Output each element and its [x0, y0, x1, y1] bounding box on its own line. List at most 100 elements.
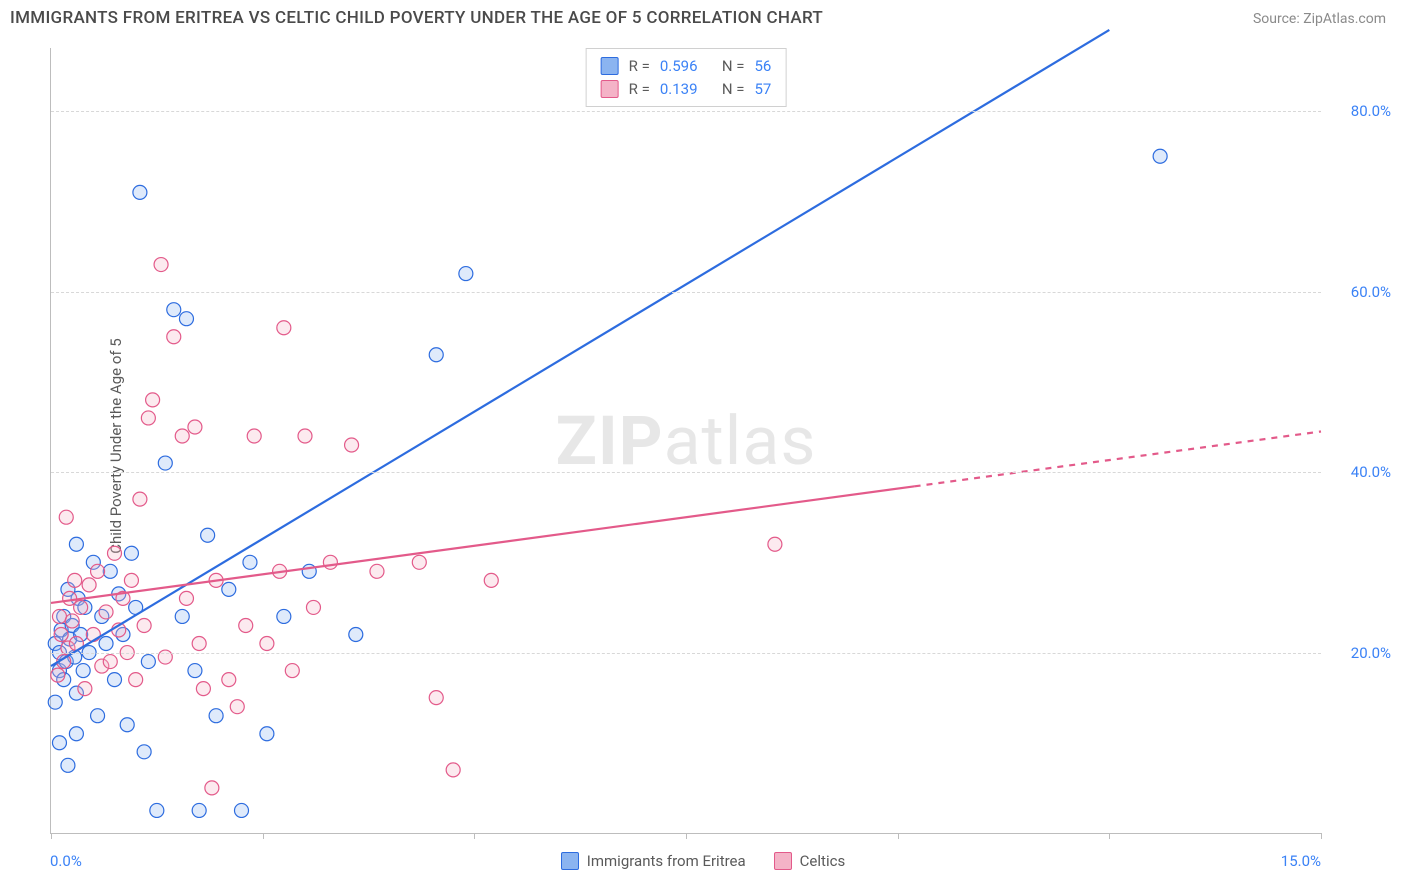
data-point [188, 420, 202, 434]
n-label: N = [722, 78, 745, 101]
data-point [51, 668, 65, 682]
legend-swatch [774, 852, 792, 870]
data-point [48, 695, 62, 709]
data-point [78, 682, 92, 696]
y-tick-label: 60.0% [1351, 283, 1391, 301]
x-tick-mark [474, 833, 475, 839]
r-label: R = [629, 55, 650, 78]
data-point [412, 555, 426, 569]
data-point [179, 591, 193, 605]
data-point [124, 573, 138, 587]
n-label: N = [722, 55, 745, 78]
data-point [192, 637, 206, 651]
data-point [146, 393, 160, 407]
chart-header: IMMIGRANTS FROM ERITREA VS CELTIC CHILD … [0, 0, 1406, 38]
data-point [277, 609, 291, 623]
gridline [51, 653, 1321, 654]
data-point [59, 510, 73, 524]
data-point [82, 578, 96, 592]
data-point [141, 655, 155, 669]
data-point [99, 637, 113, 651]
data-point [91, 709, 105, 723]
trend-line [51, 486, 915, 603]
data-point [260, 727, 274, 741]
data-point [484, 573, 498, 587]
data-point [103, 655, 117, 669]
gridline [51, 292, 1321, 293]
data-point [129, 673, 143, 687]
data-point [158, 456, 172, 470]
gridline [51, 111, 1321, 112]
source-attribution: Source: ZipAtlas.com [1253, 11, 1386, 27]
data-point [446, 763, 460, 777]
data-point [277, 321, 291, 335]
data-point [345, 438, 359, 452]
legend-swatch [561, 852, 579, 870]
data-point [52, 609, 66, 623]
series-legend: Immigrants from Eritrea Celtics [0, 852, 1406, 870]
data-point [323, 555, 337, 569]
data-point [108, 546, 122, 560]
data-point [370, 564, 384, 578]
stats-row: R =0.139N =57 [601, 78, 772, 101]
data-point [429, 691, 443, 705]
r-label: R = [629, 78, 650, 101]
data-point [120, 718, 134, 732]
data-point [188, 664, 202, 678]
n-value: 56 [754, 55, 771, 78]
data-point [459, 267, 473, 281]
data-point [76, 664, 90, 678]
data-point [247, 429, 261, 443]
data-point [175, 429, 189, 443]
data-point [349, 627, 363, 641]
stats-row: R =0.596N =56 [601, 55, 772, 78]
data-point [141, 411, 155, 425]
legend-label: Immigrants from Eritrea [587, 852, 746, 870]
y-tick-label: 40.0% [1351, 463, 1391, 481]
data-point [429, 348, 443, 362]
data-point [154, 258, 168, 272]
x-tick-mark [263, 833, 264, 839]
data-point [1153, 149, 1167, 163]
data-point [133, 185, 147, 199]
data-point [285, 664, 299, 678]
trend-line [51, 30, 1109, 666]
data-point [52, 736, 66, 750]
x-tick-mark [1321, 833, 1322, 839]
data-point [222, 582, 236, 596]
data-point [243, 555, 257, 569]
data-point [196, 682, 210, 696]
data-point [167, 303, 181, 317]
r-value: 0.139 [660, 78, 712, 101]
data-point [65, 614, 79, 628]
data-point [205, 781, 219, 795]
data-point [137, 745, 151, 759]
x-tick-mark [898, 833, 899, 839]
data-point [69, 537, 83, 551]
data-point [69, 727, 83, 741]
y-tick-label: 80.0% [1351, 102, 1391, 120]
data-point [150, 803, 164, 817]
data-point [167, 330, 181, 344]
data-point [239, 618, 253, 632]
scatter-plot-svg [51, 48, 1321, 833]
legend-item: Immigrants from Eritrea [561, 852, 746, 870]
data-point [74, 600, 88, 614]
data-point [306, 600, 320, 614]
legend-swatch [601, 57, 619, 75]
trend-line-extrapolated [915, 431, 1321, 486]
legend-item: Celtics [774, 852, 846, 870]
data-point [103, 564, 117, 578]
y-tick-label: 20.0% [1351, 644, 1391, 662]
data-point [235, 803, 249, 817]
legend-swatch [601, 80, 619, 98]
data-point [124, 546, 138, 560]
data-point [222, 673, 236, 687]
legend-label: Celtics [800, 852, 846, 870]
gridline [51, 472, 1321, 473]
data-point [175, 609, 189, 623]
data-point [260, 637, 274, 651]
data-point [768, 537, 782, 551]
data-point [54, 627, 68, 641]
data-point [298, 429, 312, 443]
